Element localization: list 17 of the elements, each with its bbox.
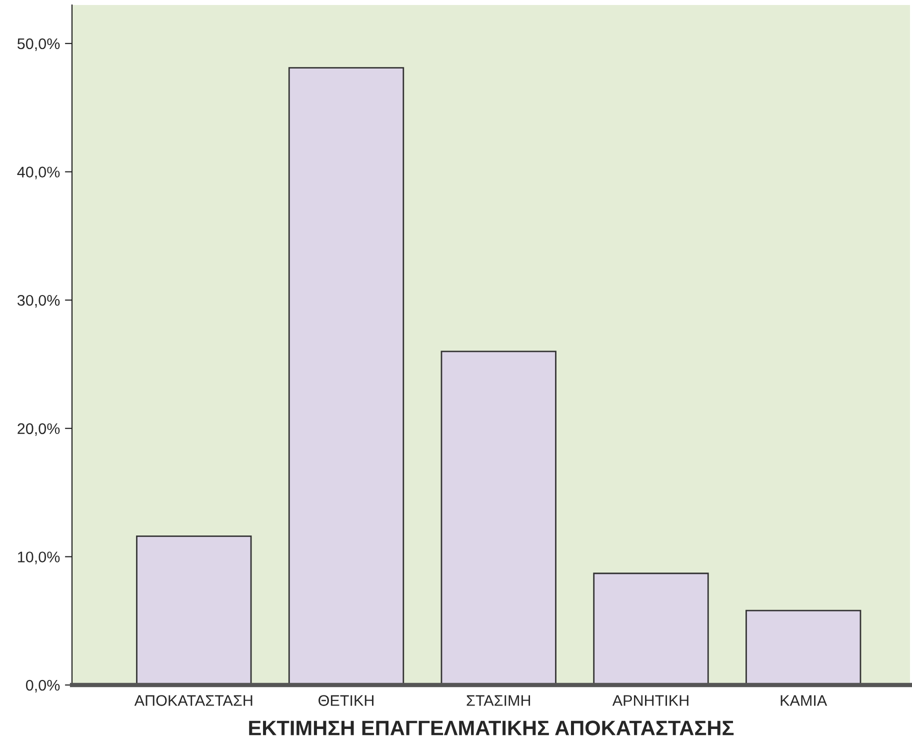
y-tick-label: 20,0% xyxy=(18,423,60,436)
y-tick-label: 50,0% xyxy=(17,38,60,51)
bar xyxy=(136,535,252,685)
y-tick-label: 10,0% xyxy=(18,552,60,564)
x-tick-label: ΑΠΟΚΑΤΑΣΤΑΣΗ xyxy=(134,695,252,706)
y-tick-label: 30,0% xyxy=(17,294,60,308)
x-tick-label: ΑΡΝΗΤΙΚΗ xyxy=(612,695,688,706)
bar xyxy=(746,610,862,685)
x-axis-title: ΕΚΤΙΜΗΣΗ ΕΠΑΓΓΕΛΜΑΤΙΚΗΣ ΑΠΟΚΑΤΑΣΤΑΣΗΣ xyxy=(249,720,734,736)
bar xyxy=(593,572,709,685)
bar xyxy=(288,67,404,685)
x-tick-label: ΚΑΜΙΑ xyxy=(780,695,828,706)
x-tick-label: ΣΤΑΣΙΜΗ xyxy=(466,695,530,706)
bar xyxy=(440,350,556,685)
y-tick-label: 0,0% xyxy=(26,680,60,692)
y-tick-label: 40,0% xyxy=(17,166,60,180)
x-tick-label: ΘΕΤΙΚΗ xyxy=(318,695,374,706)
